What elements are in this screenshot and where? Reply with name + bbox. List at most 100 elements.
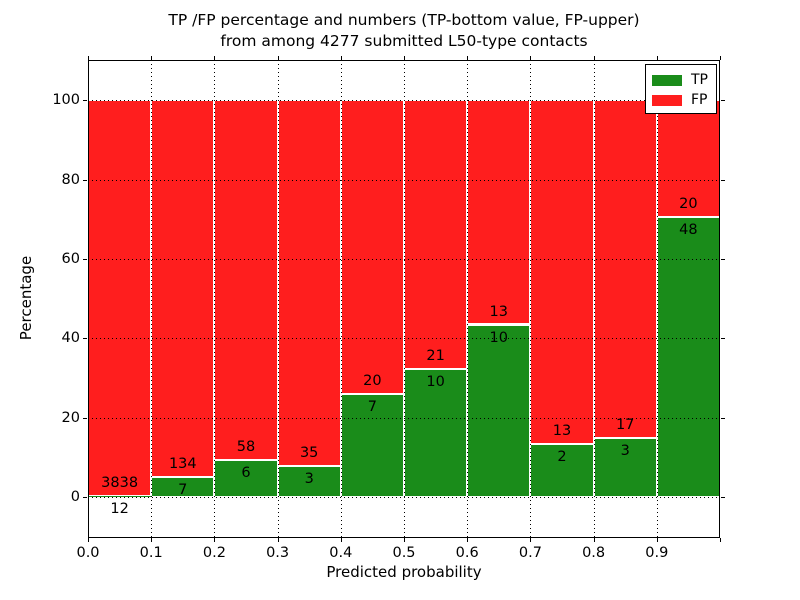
tp-count-label: 3 xyxy=(304,470,314,487)
bar-segment-tp xyxy=(214,459,278,498)
bar-segment-fp xyxy=(467,100,531,325)
bar-segment-fp xyxy=(151,100,215,478)
x-gridline xyxy=(151,60,153,538)
y-tick-mark xyxy=(721,417,725,419)
x-tick-mark xyxy=(530,538,532,542)
x-tick-label: 0.9 xyxy=(645,545,669,561)
bar-segment-tp xyxy=(88,495,152,498)
x-tick-mark xyxy=(530,56,532,60)
fp-count-label: 21 xyxy=(426,348,445,364)
bar-segment-fp xyxy=(277,100,341,466)
fp-legend-swatch-icon xyxy=(652,94,682,106)
x-gridline xyxy=(340,60,342,538)
x-tick-mark xyxy=(467,538,469,542)
tp-count-label: 10 xyxy=(489,329,508,346)
x-tick-mark xyxy=(404,538,405,542)
fp-count-label: 20 xyxy=(679,195,698,212)
x-tick-label: 0.3 xyxy=(266,545,290,561)
y-tick-label: 0 xyxy=(70,489,80,506)
chart-title-line2: from among 4277 submitted L50-type conta… xyxy=(220,32,588,50)
y-tick-mark xyxy=(83,100,87,102)
x-tick-mark xyxy=(656,56,658,60)
tp-legend-label: TP xyxy=(691,72,708,88)
x-gridline xyxy=(404,60,405,538)
x-tick-mark xyxy=(404,56,405,60)
tp-count-label: 7 xyxy=(178,482,188,499)
y-tick-label: 60 xyxy=(61,250,80,267)
x-gridline xyxy=(530,60,532,538)
y-tick-label: 40 xyxy=(61,330,80,347)
tp-count-label: 12 xyxy=(110,500,129,517)
x-tick-mark xyxy=(720,56,721,60)
x-gridline xyxy=(277,60,279,538)
tp-count-label: 3 xyxy=(620,442,630,459)
x-tick-label: 0.0 xyxy=(76,545,100,561)
bar-segment-tp xyxy=(467,324,531,498)
x-axis-label: Predicted probability xyxy=(326,563,482,581)
x-tick-label: 0.8 xyxy=(582,545,606,561)
x-tick-label: 0.7 xyxy=(518,545,542,561)
chart-title-line1: TP /FP percentage and numbers (TP-bottom… xyxy=(168,11,640,29)
chart-title: TP /FP percentage and numbers (TP-bottom… xyxy=(88,10,720,52)
x-tick-mark xyxy=(467,56,469,60)
y-tick-label: 100 xyxy=(52,92,80,109)
y-tick-mark xyxy=(83,179,87,181)
x-tick-mark xyxy=(151,538,153,542)
fp-count-label: 134 xyxy=(168,456,197,473)
y-tick-mark xyxy=(83,417,87,419)
y-tick-mark xyxy=(721,100,725,102)
y-tick-mark xyxy=(721,497,725,499)
y-tick-mark xyxy=(721,258,725,260)
x-tick-label: 0.5 xyxy=(392,545,416,561)
legend-item-tp: TP xyxy=(646,70,716,90)
grid-layer xyxy=(88,60,720,538)
y-axis-label: Percentage xyxy=(17,255,35,341)
legend: TP FP xyxy=(645,64,717,114)
y-tick-mark xyxy=(83,338,87,340)
x-gridline xyxy=(467,60,469,538)
fp-count-label: 13 xyxy=(552,423,572,440)
x-gridline xyxy=(214,60,216,538)
x-tick-mark xyxy=(277,56,279,60)
bar-count-labels-layer: 3838 12 134 7 58 6 35 3 20 7 21 10 13 10 13 2 17 3 20 48 xyxy=(88,60,720,538)
y-tick-mark xyxy=(83,497,87,499)
x-tick-label: 0.1 xyxy=(139,545,163,561)
tp-legend-swatch-icon xyxy=(652,74,682,86)
x-tick-mark xyxy=(88,56,89,60)
x-tick-mark xyxy=(277,538,279,542)
x-tick-label: 0.6 xyxy=(455,545,479,561)
y-tick-mark xyxy=(83,258,87,260)
fp-count-label: 17 xyxy=(615,416,635,433)
y-tick-label: 20 xyxy=(61,409,80,426)
tp-count-label: 6 xyxy=(241,464,251,481)
x-tick-mark xyxy=(720,538,721,542)
bar-segment-fp xyxy=(656,100,720,217)
tp-count-label: 48 xyxy=(679,221,698,238)
fp-count-label: 3838 xyxy=(101,474,139,491)
bar-segment-tp xyxy=(404,369,468,498)
plot-area: 3838 12 134 7 58 6 35 3 20 7 21 10 13 10 13 2 17 3 20 48 TP… xyxy=(88,60,720,538)
x-tick-mark xyxy=(593,538,595,542)
y-tick-mark xyxy=(721,179,725,181)
x-gridline xyxy=(593,60,595,538)
y-tick-label: 80 xyxy=(61,171,80,188)
x-tick-mark xyxy=(214,56,216,60)
bar-segment-fp xyxy=(530,100,594,445)
x-tick-mark xyxy=(340,56,342,60)
y-tick-mark xyxy=(721,338,725,340)
fp-count-label: 13 xyxy=(489,303,508,320)
fp-count-label: 20 xyxy=(363,373,382,390)
x-tick-label: 0.2 xyxy=(202,545,226,561)
x-tick-mark xyxy=(151,56,153,60)
x-tick-mark xyxy=(88,538,89,542)
bar-segment-fp xyxy=(214,100,278,460)
x-tick-label: 0.4 xyxy=(329,545,353,561)
x-gridline xyxy=(656,60,658,538)
fp-count-label: 35 xyxy=(299,444,319,461)
x-tick-mark xyxy=(656,538,658,542)
legend-item-fp: FP xyxy=(646,90,716,110)
bars-layer xyxy=(88,60,720,538)
fp-count-label: 58 xyxy=(236,438,256,455)
x-tick-mark xyxy=(214,538,216,542)
